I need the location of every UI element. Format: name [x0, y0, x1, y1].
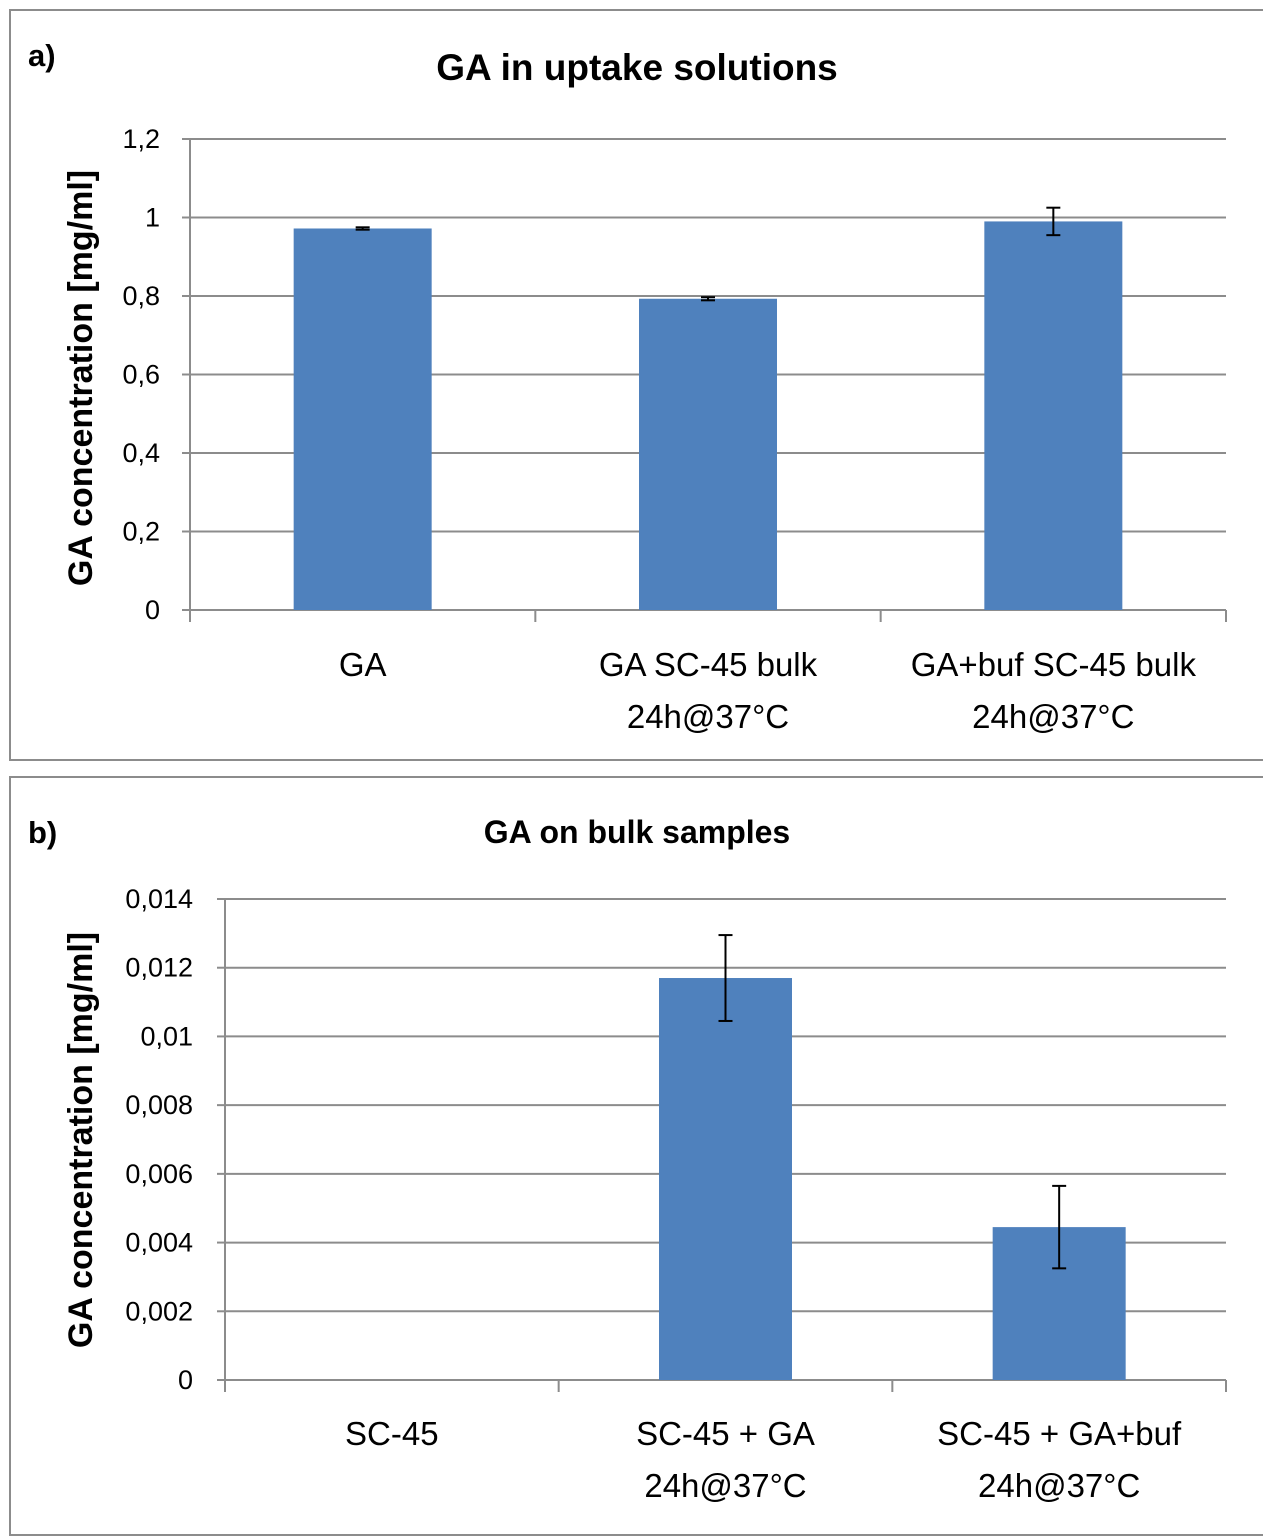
chart-title-b: GA on bulk samples — [484, 814, 790, 850]
bar-a — [984, 221, 1122, 610]
y-tick-label-b: 0,01 — [140, 1021, 193, 1051]
y-tick-label-a: 0,2 — [122, 517, 160, 547]
y-tick-label-a: 0,4 — [122, 438, 160, 468]
bar-a — [639, 299, 777, 610]
plot-area-a: 0 0,2 0,4 0,6 0,8 1 1,2 GA GA SC-45 bulk 24h@37°C… — [122, 124, 1226, 735]
category-label-b: SC-45 — [345, 1415, 439, 1452]
bar-a — [294, 228, 432, 610]
bar-b — [659, 978, 792, 1380]
y-tick-label-b: 0,004 — [125, 1228, 193, 1258]
y-axis-label-b: GA concentration [mg/ml] — [62, 932, 100, 1348]
plot-area-b: 0 0,002 0,004 0,006 0,008 0,01 0,012 0,014 SC-45… — [125, 884, 1226, 1504]
category-label-a: GA SC-45 bulk — [599, 646, 818, 683]
y-tick-label-a: 1 — [145, 203, 160, 233]
panel-label-a: a) — [28, 38, 56, 73]
y-tick-label-b: 0,012 — [125, 953, 193, 983]
y-tick-label-b: 0,014 — [125, 884, 193, 914]
y-tick-label-b: 0,002 — [125, 1296, 193, 1326]
y-tick-label-b: 0 — [178, 1365, 193, 1395]
y-tick-label-b: 0,008 — [125, 1090, 193, 1120]
category-label-a: GA+buf SC-45 bulk — [911, 646, 1197, 683]
y-tick-label-b: 0,006 — [125, 1159, 193, 1189]
y-tick-label-a: 0,8 — [122, 281, 160, 311]
category-label-b: 24h@37°C — [978, 1467, 1140, 1504]
y-tick-label-a: 0 — [145, 595, 160, 625]
y-axis-label-a: GA concentration [mg/ml] — [62, 170, 100, 586]
category-label-a: 24h@37°C — [627, 698, 789, 735]
panel-label-b: b) — [28, 815, 57, 850]
category-label-b: SC-45 + GA+buf — [937, 1415, 1182, 1452]
category-label-a: GA — [339, 646, 387, 683]
chart-title-a: GA in uptake solutions — [436, 47, 838, 88]
y-tick-label-a: 1,2 — [122, 124, 160, 154]
category-label-b: SC-45 + GA — [636, 1415, 815, 1452]
category-label-b: 24h@37°C — [644, 1467, 806, 1504]
category-label-a: 24h@37°C — [972, 698, 1134, 735]
y-tick-label-a: 0,6 — [122, 360, 160, 390]
